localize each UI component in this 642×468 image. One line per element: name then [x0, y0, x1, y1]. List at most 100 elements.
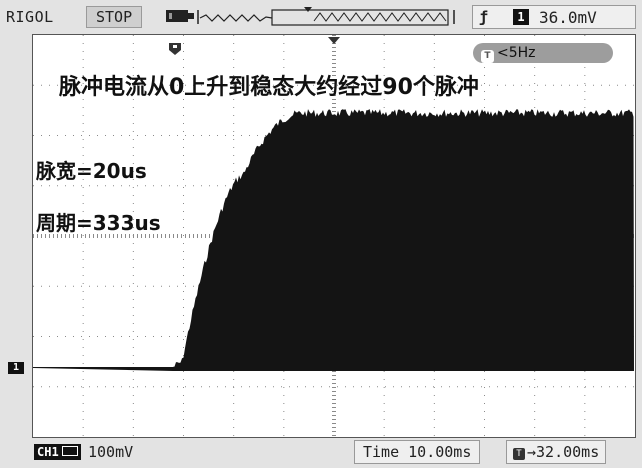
grid-dot [265, 135, 266, 136]
grid-dot [584, 379, 586, 380]
grid-dot [129, 386, 130, 388]
grid-dot [177, 135, 178, 136]
center-axis-tick [332, 67, 336, 68]
grid-dot [433, 115, 435, 116]
grid-dot [617, 84, 618, 86]
ch1-ground-marker[interactable]: 1 [8, 362, 24, 374]
ch1-label-text: CH1 [37, 445, 59, 459]
trigger-settings-panel[interactable]: ƒ 1 36.0mV [472, 5, 636, 29]
center-axis-tick [332, 371, 336, 372]
grid-dot [534, 75, 536, 76]
grid-dot [283, 395, 285, 396]
grid-dot [481, 386, 482, 388]
grid-dot [183, 187, 184, 188]
grid-dot [82, 163, 84, 164]
grid-dot [534, 395, 536, 396]
grid-dot [185, 336, 186, 337]
grid-dot [283, 59, 285, 60]
grid-dot [484, 427, 485, 428]
grid-dot [441, 386, 442, 388]
center-axis-tick [332, 35, 336, 36]
grid-dot [553, 386, 554, 388]
grid-dot [484, 35, 485, 36]
grid-dot [82, 51, 84, 52]
grid-dot [281, 84, 282, 86]
center-axis-tick [332, 107, 336, 108]
grid-dot [97, 135, 98, 136]
grid-dot [233, 403, 235, 404]
grid-dot [89, 135, 90, 136]
grid-dot [241, 386, 242, 388]
grid-dot [584, 435, 586, 436]
center-axis-tick [332, 79, 336, 80]
run-state-badge[interactable]: STOP [86, 6, 143, 28]
frequency-value: <5Hz [497, 45, 536, 61]
grid-dot [409, 84, 410, 86]
grid-dot [265, 84, 266, 86]
grid-dot [137, 336, 138, 337]
grid-dot [545, 84, 546, 86]
center-axis-tick [332, 419, 336, 420]
ch1-channel-label[interactable]: CH1 [34, 444, 81, 460]
grid-dot [534, 427, 536, 428]
grid-dot [49, 84, 50, 86]
grid-dot [185, 84, 186, 86]
grid-dot [601, 84, 602, 86]
grid-dot [82, 147, 84, 148]
grid-dot [129, 84, 130, 86]
grid-dot [305, 386, 306, 388]
grid-dot [409, 386, 410, 388]
grid-dot [449, 386, 450, 388]
grid-dot [283, 75, 285, 76]
grid-dot [145, 336, 146, 337]
grid-dot [137, 135, 138, 136]
center-axis-tick [121, 234, 122, 238]
center-axis-tick [37, 234, 38, 238]
grid-dot [183, 99, 184, 100]
grid-dot [233, 427, 235, 428]
grid-dot [132, 355, 134, 356]
memory-position-strip[interactable] [196, 6, 458, 28]
grid-dot [329, 84, 330, 86]
grid-dot [132, 75, 134, 76]
center-axis-tick [165, 234, 166, 238]
grid-dot [584, 395, 586, 396]
timebase-readout[interactable]: Time 10.00ms [354, 440, 481, 464]
center-axis-tick [33, 234, 34, 238]
frequency-readout: T <5Hz [473, 43, 613, 63]
grid-dot [132, 315, 134, 316]
grid-dot [584, 107, 586, 108]
grid-dot [89, 336, 90, 337]
center-axis-tick [332, 111, 336, 112]
waveform-display[interactable]: T <5Hz 脉冲电流从0上升到稳态大约经过90个脉冲 脉宽=20us 周期=33… [32, 34, 636, 438]
grid-dot [41, 185, 42, 187]
grid-dot [209, 185, 210, 187]
grid-dot [97, 285, 98, 287]
trigger-position-readout[interactable]: T →32.00ms [506, 440, 607, 464]
grid-dot [545, 386, 546, 388]
grid-dot [233, 387, 235, 388]
grid-dot [97, 84, 98, 86]
grid-dot [281, 386, 282, 388]
grid-dot [183, 379, 184, 380]
center-axis-tick [332, 415, 336, 416]
grid-dot [177, 84, 178, 86]
grid-dot [561, 84, 562, 86]
grid-dot [82, 411, 84, 412]
annotation-period: 周期=333us [36, 211, 161, 235]
grid-dot [265, 386, 266, 388]
grid-dot [283, 91, 285, 92]
grid-dot [183, 403, 184, 404]
grid-dot [473, 386, 474, 388]
grid-dot [33, 285, 34, 287]
center-axis-tick [153, 234, 154, 238]
grid-dot [273, 84, 274, 86]
grid-dot [82, 83, 84, 84]
grid-dot [105, 84, 106, 86]
grid-dot [132, 131, 134, 132]
grid-dot [73, 336, 74, 337]
grid-dot [449, 84, 450, 86]
grid-dot [225, 185, 226, 187]
grid-dot [209, 84, 210, 86]
grid-dot [82, 219, 84, 220]
